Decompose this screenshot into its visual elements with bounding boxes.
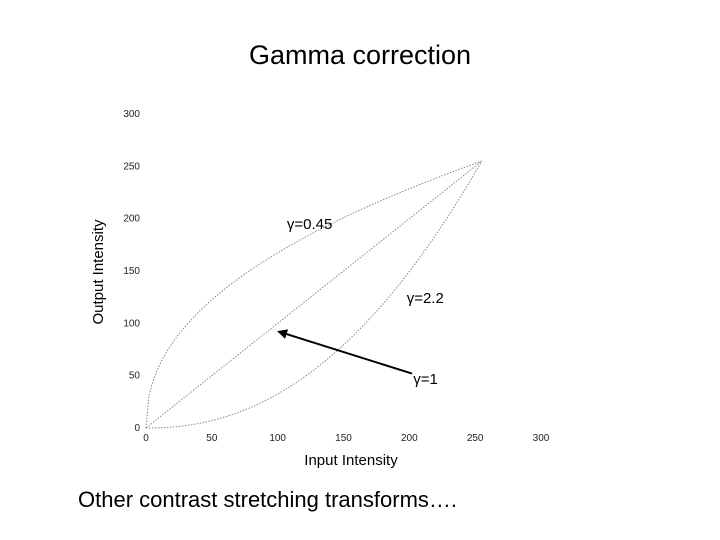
curve-gamma-2-2 — [145, 160, 483, 429]
curve-label: γ=0.45 — [287, 216, 332, 233]
y-tick-label: 250 — [123, 161, 140, 172]
y-tick-label: 300 — [123, 109, 140, 120]
caption: Other contrast stretching transforms…. — [78, 487, 458, 512]
y-tick-label: 100 — [123, 318, 140, 329]
slide-title: Gamma correction — [248, 40, 472, 70]
curves — [145, 160, 483, 429]
curve-label: γ=2.2 — [407, 290, 444, 307]
curve-gamma-0-45 — [145, 160, 482, 429]
x-tick-label: 200 — [401, 433, 418, 444]
arrow-layer — [277, 329, 413, 375]
x-tick-label: 250 — [467, 433, 484, 444]
y-tick-label: 50 — [129, 371, 141, 382]
y-tick-label: 200 — [123, 214, 140, 225]
x-tick-label: 50 — [206, 433, 218, 444]
y-axis-label: Output Intensity — [90, 219, 107, 325]
x-axis-ticks: 0 50 100 150 200 250 300 — [143, 433, 550, 444]
y-tick-label: 0 — [134, 423, 140, 434]
annotation-arrow — [277, 329, 413, 375]
x-tick-label: 300 — [533, 433, 550, 444]
curve-gamma-1 — [145, 160, 483, 429]
y-axis-ticks: 0 50 100 150 200 250 300 — [123, 109, 140, 434]
x-tick-label: 150 — [335, 433, 352, 444]
curve-labels: γ=0.45 γ=2.2 γ=1 — [287, 216, 444, 388]
x-axis-label: Input Intensity — [304, 452, 398, 469]
x-tick-label: 0 — [143, 433, 149, 444]
x-tick-label: 100 — [269, 433, 286, 444]
curve-label: γ=1 — [413, 371, 438, 388]
y-tick-label: 150 — [123, 266, 140, 277]
